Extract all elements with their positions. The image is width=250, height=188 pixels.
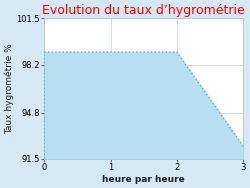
X-axis label: heure par heure: heure par heure (102, 175, 185, 184)
Title: Evolution du taux d’hygrométrie: Evolution du taux d’hygrométrie (42, 4, 245, 17)
Y-axis label: Taux hygrométrie %: Taux hygrométrie % (4, 43, 14, 134)
